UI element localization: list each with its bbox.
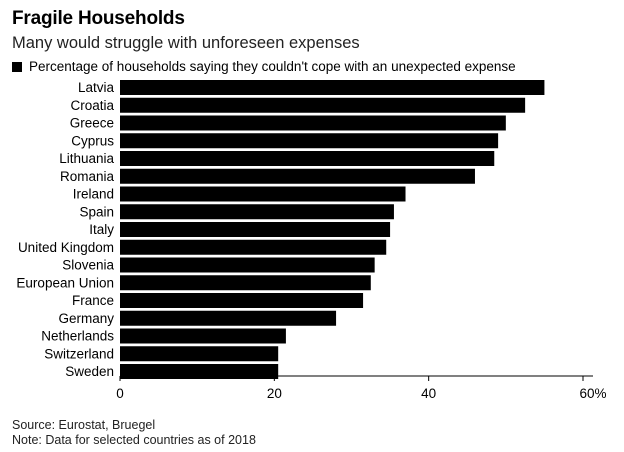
bar — [120, 328, 286, 344]
category-label: Greece — [70, 116, 114, 131]
bar — [120, 186, 406, 202]
bar — [120, 115, 506, 131]
bar — [120, 97, 526, 113]
bar — [120, 275, 371, 291]
legend-label: Percentage of households saying they cou… — [29, 59, 516, 74]
category-label: European Union — [16, 275, 114, 290]
x-tick-label: 20 — [267, 386, 282, 401]
bar — [120, 257, 375, 273]
category-label: Spain — [79, 204, 114, 219]
data-note: Note: Data for selected countries as of … — [12, 433, 256, 447]
bar — [120, 293, 364, 308]
bar — [120, 346, 279, 362]
bar — [120, 168, 475, 184]
bar — [120, 133, 499, 149]
category-label: Latvia — [78, 80, 115, 95]
legend-swatch — [12, 61, 22, 72]
category-label: Cyprus — [71, 133, 114, 148]
x-tick-label: 60% — [579, 386, 606, 401]
bar — [120, 239, 387, 255]
chart-subtitle: Many would struggle with unforeseen expe… — [12, 34, 360, 52]
bar — [120, 204, 394, 220]
category-label: Croatia — [70, 98, 114, 113]
bar-chart: Latvia Croatia Greece Cyprus Lithuania Romani… — [16, 80, 607, 401]
category-label: Ireland — [73, 187, 114, 202]
category-label: United Kingdom — [18, 240, 114, 255]
x-tick-label: 40 — [421, 386, 436, 401]
category-label: Switzerland — [44, 346, 114, 361]
chart-title: Fragile Households — [12, 8, 185, 29]
category-label: Slovenia — [62, 258, 114, 273]
category-label: Netherlands — [41, 329, 114, 344]
bar — [120, 222, 391, 237]
category-label: Romania — [60, 169, 115, 184]
category-label: France — [72, 293, 114, 308]
x-tick-label: 0 — [116, 386, 124, 401]
bar — [120, 80, 545, 95]
bar — [120, 364, 279, 379]
bar — [120, 310, 337, 326]
source-note: Source: Eurostat, Bruegel — [12, 418, 156, 432]
category-label: Germany — [58, 311, 114, 326]
category-label: Italy — [89, 222, 114, 237]
category-label: Sweden — [65, 364, 114, 379]
category-label: Lithuania — [59, 151, 114, 166]
bar — [120, 151, 495, 166]
legend: Percentage of households saying they cou… — [12, 59, 516, 74]
